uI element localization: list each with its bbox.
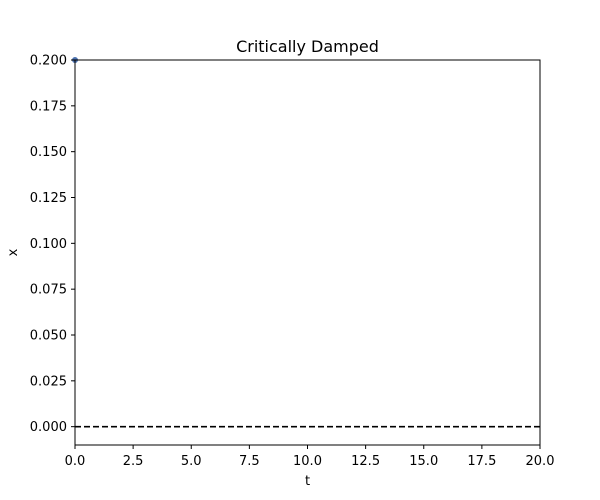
y-tick-label: 0.000 [30, 420, 67, 435]
x-tick-label: 20.0 [526, 454, 555, 469]
y-tick-label: 0.125 [30, 191, 67, 206]
y-axis: 0.000 0.025 0.050 0.075 0.100 0.125 0.150 0.175… [30, 54, 75, 435]
x-axis-label: t [305, 474, 310, 489]
y-tick-label: 0.100 [30, 237, 67, 252]
y-tick-label: 0.075 [30, 283, 67, 298]
x-tick-label: 10.0 [293, 454, 322, 469]
plot-area [72, 57, 541, 446]
y-tick-label: 0.025 [30, 374, 67, 389]
chart-title: Critically Damped [236, 37, 379, 56]
x-tick-label: 12.5 [351, 454, 380, 469]
x-tick-label: 17.5 [467, 454, 496, 469]
y-tick-label: 0.050 [30, 329, 67, 344]
y-tick-label: 0.150 [30, 145, 67, 160]
y-tick-label: 0.175 [30, 99, 67, 114]
x-tick-label: 15.0 [409, 454, 438, 469]
x-tick-label: 0.0 [65, 454, 86, 469]
x-axis: 0.0 2.5 5.0 7.5 10.0 12.5 15.0 17.5 20.0 [65, 445, 555, 469]
plot-background [75, 60, 540, 445]
y-tick-label: 0.200 [30, 54, 67, 69]
y-axis-label: x [6, 248, 21, 256]
x-tick-label: 7.5 [239, 454, 260, 469]
x-tick-label: 5.0 [181, 454, 202, 469]
x-tick-label: 2.5 [123, 454, 144, 469]
